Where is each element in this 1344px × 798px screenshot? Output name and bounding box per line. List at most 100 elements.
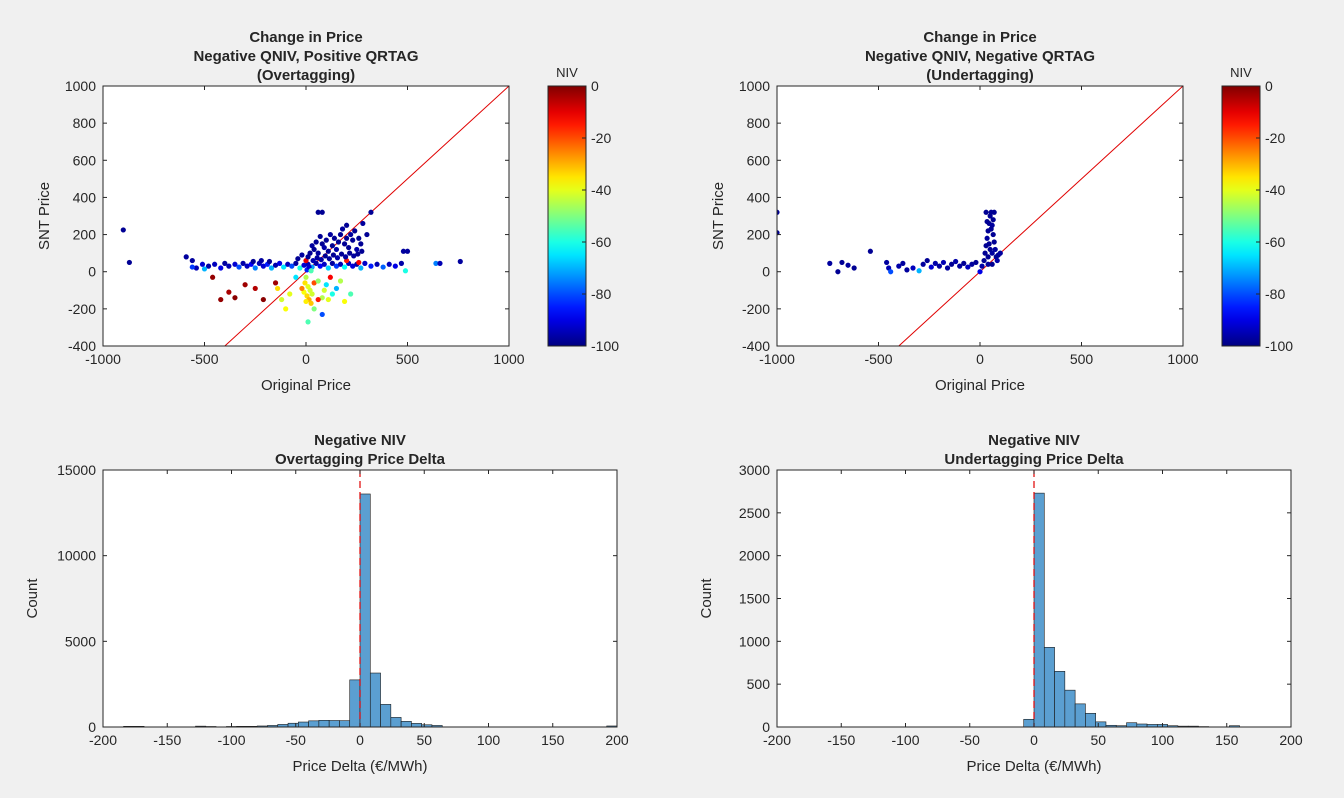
data-point	[334, 255, 341, 261]
data-point	[315, 209, 321, 215]
colorbar-tick-label: -80	[1265, 286, 1285, 302]
data-point	[932, 260, 938, 266]
colorbar-tick-label: -20	[1265, 130, 1285, 146]
y-tick-label: 0	[88, 264, 96, 280]
data-point	[322, 253, 328, 259]
y-tick-label: 600	[73, 152, 97, 168]
data-point	[335, 239, 342, 245]
colorbar-tick-label: -60	[591, 234, 611, 250]
colorbar-tick-label: -100	[591, 338, 619, 354]
data-point	[904, 267, 910, 273]
data-point	[272, 262, 279, 268]
histogram-bar	[369, 672, 381, 727]
data-point	[337, 278, 344, 284]
data-point	[317, 233, 323, 240]
y-tick-label: 500	[747, 676, 771, 692]
x-axis-label: Price Delta (€/MWh)	[966, 758, 1101, 775]
data-point	[924, 257, 930, 264]
data-point	[990, 217, 996, 223]
data-point	[928, 264, 934, 270]
x-tick-label: -50	[286, 732, 306, 748]
y-tick-label: 200	[73, 227, 97, 243]
data-point	[839, 259, 845, 266]
data-point	[985, 254, 991, 260]
x-tick-label: -1000	[759, 351, 795, 367]
data-point	[303, 274, 309, 280]
y-axis-label: Count	[698, 578, 715, 619]
data-point	[916, 268, 922, 274]
data-point	[352, 228, 358, 234]
y-tick-label: 3000	[739, 462, 770, 478]
data-point	[199, 261, 206, 267]
data-point	[368, 209, 374, 215]
histogram-bar	[1033, 492, 1045, 727]
colorbar-tick-label: 0	[591, 78, 599, 94]
data-point	[380, 264, 386, 270]
data-point	[981, 257, 987, 264]
chart-title-line: Negative QNIV, Positive QRTAG	[193, 48, 418, 65]
plot-area	[777, 86, 1183, 346]
data-point	[260, 263, 266, 269]
data-point	[851, 265, 857, 271]
data-point	[965, 264, 971, 270]
y-tick-label: 1000	[739, 633, 770, 649]
histogram-bar	[328, 720, 340, 727]
y-tick-label: 2000	[739, 548, 770, 564]
data-point	[900, 260, 906, 266]
data-point	[309, 291, 315, 297]
data-point	[940, 259, 947, 266]
data-point	[327, 231, 333, 238]
data-point	[315, 278, 321, 284]
reference-line	[224, 86, 509, 346]
histogram-bar	[287, 722, 299, 727]
colorbar-tick-label: -100	[1265, 338, 1293, 354]
data-point	[364, 231, 370, 238]
data-point	[359, 248, 365, 254]
data-point	[315, 296, 321, 303]
chart-title-line: (Undertagging)	[926, 67, 1033, 84]
data-point	[344, 222, 350, 228]
data-point	[437, 260, 443, 266]
y-axis-label: SNT Price	[36, 182, 53, 250]
x-tick-label: 50	[1090, 732, 1106, 748]
data-point	[329, 260, 335, 266]
data-point	[303, 298, 309, 305]
data-point	[189, 264, 195, 270]
data-point	[222, 260, 228, 266]
data-point	[293, 274, 299, 280]
data-point	[991, 239, 997, 245]
data-point	[984, 235, 990, 241]
x-tick-label: 0	[1030, 732, 1038, 748]
data-point	[226, 263, 232, 269]
colorbar-gradient	[1221, 85, 1261, 347]
data-point	[189, 257, 195, 264]
data-point	[845, 262, 851, 268]
colorbar-tick-label: -60	[1265, 234, 1285, 250]
data-point	[896, 263, 902, 269]
data-point	[991, 209, 997, 215]
data-point	[953, 258, 959, 265]
data-point	[201, 266, 208, 272]
data-point	[308, 300, 314, 306]
histogram-bar	[1074, 703, 1086, 727]
colorbar: NIV 0 -20 -40 -60 -80 -100	[547, 65, 619, 354]
data-point	[308, 268, 314, 274]
data-point	[368, 263, 374, 269]
x-axis-label: Original Price	[261, 377, 351, 394]
histogram-bar	[390, 717, 402, 727]
data-point	[317, 263, 323, 269]
marks	[123, 470, 617, 727]
data-point	[989, 250, 995, 256]
x-tick-label: -500	[864, 351, 892, 367]
data-point	[867, 248, 873, 254]
marks	[120, 86, 509, 346]
data-point	[986, 241, 992, 247]
chart-title-line: Overtagging Price Delta	[275, 451, 446, 468]
data-point	[311, 280, 317, 286]
data-point	[337, 261, 344, 267]
chart-title-line: Negative NIV	[314, 432, 406, 449]
data-point	[250, 258, 256, 265]
histogram-bar	[1064, 689, 1076, 727]
data-point	[983, 209, 989, 215]
data-point	[342, 254, 349, 260]
